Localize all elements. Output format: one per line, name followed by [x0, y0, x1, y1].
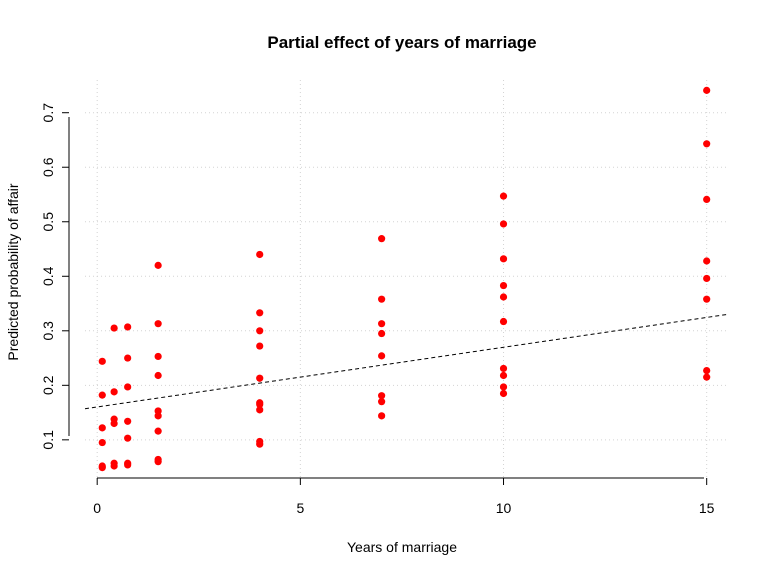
- data-point: [256, 327, 264, 335]
- data-point: [703, 274, 711, 283]
- x-tick-label: 0: [93, 500, 101, 516]
- data-point: [499, 220, 508, 228]
- data-point: [499, 281, 508, 290]
- data-point: [98, 438, 106, 447]
- data-point: [703, 295, 711, 303]
- x-tick-label: 5: [296, 500, 304, 516]
- data-point: [256, 250, 264, 259]
- data-point: [378, 295, 386, 303]
- data-point: [499, 371, 508, 380]
- data-point: [110, 324, 118, 332]
- data-point: [98, 391, 106, 399]
- data-point: [703, 86, 711, 94]
- y-tick-label: 0.2: [40, 375, 56, 395]
- data-points: [98, 86, 711, 472]
- data-point: [378, 329, 386, 338]
- data-point: [98, 424, 106, 432]
- x-tick-label: 15: [699, 500, 715, 516]
- data-point: [378, 392, 386, 400]
- data-point: [256, 309, 264, 317]
- data-point: [378, 320, 386, 328]
- data-point: [98, 357, 106, 365]
- y-tick-label: 0.4: [40, 266, 56, 286]
- data-point: [499, 389, 508, 398]
- data-point: [154, 320, 162, 328]
- data-point: [703, 366, 711, 375]
- x-ticks: 0 5 10 15: [93, 478, 715, 516]
- data-point: [378, 412, 386, 420]
- data-point: [499, 192, 508, 200]
- data-point: [499, 317, 508, 326]
- y-tick-label: 0.1: [40, 430, 56, 450]
- data-point: [154, 412, 162, 420]
- data-point: [124, 354, 132, 362]
- data-point: [154, 371, 162, 380]
- data-point: [154, 261, 162, 269]
- data-point: [110, 388, 118, 396]
- data-point: [110, 419, 118, 428]
- data-point: [499, 293, 508, 301]
- data-point: [124, 461, 132, 469]
- data-point: [499, 364, 508, 373]
- data-point: [256, 406, 264, 414]
- data-point: [124, 323, 132, 331]
- data-point: [256, 440, 264, 448]
- data-point: [256, 374, 264, 382]
- y-ticks: 0.1 0.2 0.3 0.4 0.5 0.6 0.7: [40, 103, 69, 450]
- data-point: [378, 398, 386, 406]
- y-tick-label: 0.3: [40, 321, 56, 341]
- data-point: [499, 383, 508, 391]
- data-point: [124, 417, 132, 425]
- y-tick-label: 0.7: [40, 103, 56, 123]
- trend-line-group: [84, 313, 728, 410]
- data-point: [154, 458, 162, 466]
- data-point: [378, 235, 386, 243]
- y-axis-label: Predicted probability of affair: [5, 183, 21, 361]
- y-tick-label: 0.6: [40, 157, 56, 177]
- data-point: [256, 342, 264, 350]
- data-point: [703, 373, 711, 381]
- y-tick-label: 0.5: [40, 212, 56, 232]
- data-point: [703, 257, 711, 265]
- grid: [85, 80, 727, 478]
- data-point: [499, 255, 508, 263]
- axes: [68, 117, 704, 479]
- data-point: [703, 140, 711, 148]
- data-point: [154, 352, 162, 361]
- data-point: [110, 462, 118, 470]
- data-point: [154, 427, 162, 435]
- trend-line: [84, 313, 728, 410]
- data-point: [124, 434, 132, 442]
- x-axis-label: Years of marriage: [347, 539, 457, 555]
- data-point: [124, 383, 132, 391]
- data-point: [98, 464, 106, 472]
- data-point: [378, 352, 386, 360]
- x-tick-label: 10: [496, 500, 512, 516]
- chart-title: Partial effect of years of marriage: [267, 33, 536, 52]
- data-point: [256, 400, 264, 408]
- data-point: [703, 195, 711, 203]
